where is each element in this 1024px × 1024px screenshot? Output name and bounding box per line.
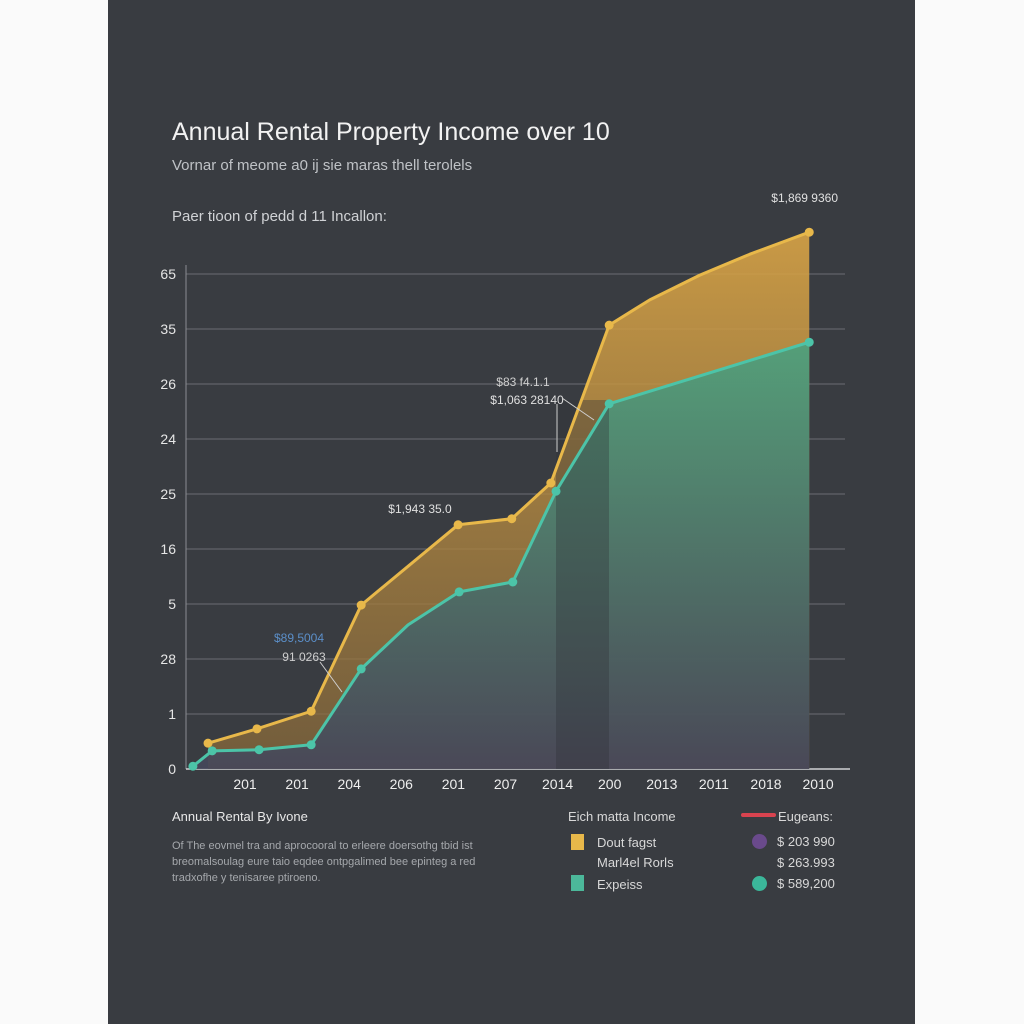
data-point [356,664,366,674]
legend-title: Eich matta Income [568,809,676,824]
x-tick-label: 207 [494,776,518,792]
data-point [604,320,614,330]
legend-value: $ 263.993 [777,855,835,870]
data-label: $1,869 9360 [771,191,838,205]
data-point [507,514,517,524]
data-point [254,745,264,755]
data-point [306,740,316,750]
x-tick-label: 206 [390,776,414,792]
y-tick-label: 0 [168,761,176,777]
legend-swatch-teal [571,875,584,891]
x-tick-label: 201 [233,776,257,792]
legend-dot-purple [752,834,767,849]
chart-title: Annual Rental Property Income over 10 [172,118,610,146]
y-tick-label: 1 [168,706,176,722]
legend-label: Expeiss [597,877,643,892]
leader-line [319,661,343,693]
right-legend-title: Eugeans: [778,809,833,824]
x-tick-label: 2010 [803,776,834,792]
data-point [203,738,213,748]
data-point [252,724,262,734]
series-line [207,230,810,745]
data-label: $1,063 28140 [490,393,564,407]
y-tick-label: 25 [160,486,176,502]
leader-line [561,397,595,421]
legend-value: $ 589,200 [777,876,835,891]
footer-body: Of The eovmel tra and aprocooral to erle… [172,840,476,884]
data-point [546,478,556,488]
y-tick-label: 35 [160,321,176,337]
legend-dot-teal [752,876,767,891]
legend-label: Marl4el Rorls [597,855,674,870]
legend-value: $ 203 990 [777,834,835,849]
series-area [192,342,810,769]
x-tick-label: 2013 [646,776,677,792]
data-point [356,600,366,610]
data-point [454,587,464,597]
footer-heading: Annual Rental By Ivone [172,809,308,824]
legend-swatch-gold [571,834,584,850]
y-tick-label: 16 [160,541,176,557]
x-tick-label: 2011 [699,776,729,792]
data-point [188,761,198,771]
data-point [804,337,814,347]
y-tick-label: 28 [160,651,176,667]
highlight-band [556,400,609,769]
data-label: $83 f4.1.1 [496,375,550,389]
data-point [804,227,814,237]
x-tick-label: 200 [598,776,622,792]
data-point [604,399,614,409]
data-label: $1,943 35.0 [388,502,452,516]
data-point [207,746,217,756]
x-tick-label: 2014 [542,776,573,792]
x-tick-label: 204 [338,776,362,792]
x-tick-label: 201 [442,776,466,792]
data-point [306,706,316,716]
y-tick-label: 65 [160,266,176,282]
data-point [551,486,561,496]
series-line [191,340,810,768]
y-tick-label: 24 [160,431,176,447]
legend-label: Dout fagst [597,835,657,850]
data-point [508,577,518,587]
y-tick-label: 26 [160,376,176,392]
chart-subtitle: Vornar of meome a0 ij sie maras thell te… [172,157,473,174]
x-tick-label: 2018 [750,776,781,792]
data-label: 91 0263 [282,650,326,664]
x-tick-label: 201 [285,776,309,792]
chart-note: Paer tioon of pedd d 11 Incallon: [172,208,387,225]
data-point [453,520,463,530]
legend-line-red [741,813,776,817]
y-tick-label: 5 [168,596,176,612]
data-label: $89,5004 [274,631,324,645]
